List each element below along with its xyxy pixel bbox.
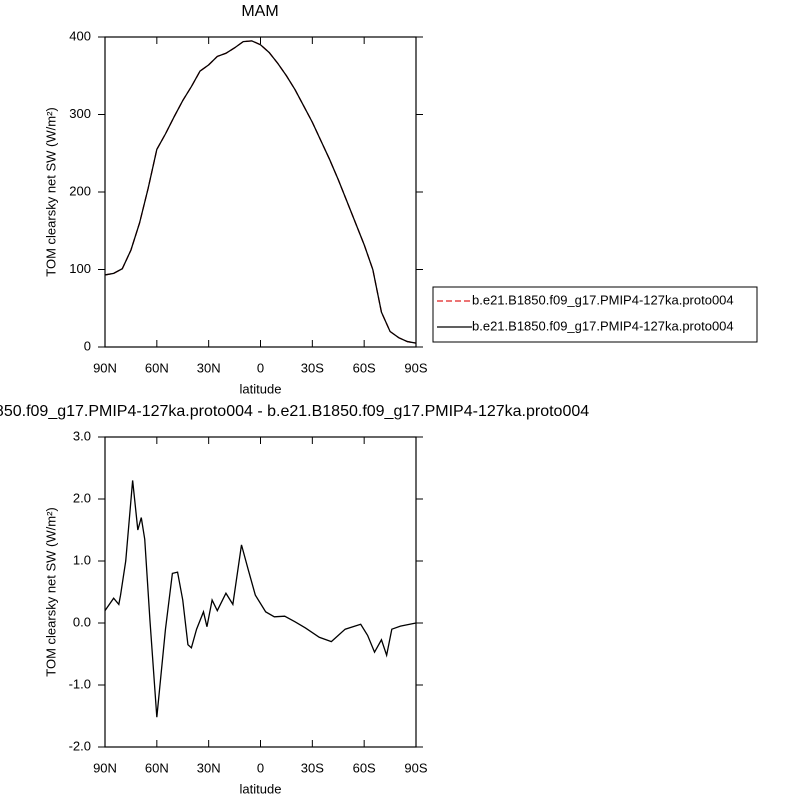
x-tick-label: 30S (301, 760, 324, 775)
y-tick-label: 2.0 (73, 490, 91, 505)
y-tick-label: -2.0 (69, 738, 91, 753)
x-tick-label: 30N (197, 360, 221, 375)
legend-box (432, 286, 758, 343)
data-line (104, 40, 417, 344)
y-tick-label: 0.0 (73, 614, 91, 629)
y-tick-label: 0 (84, 338, 91, 353)
legend-label: b.e21.B1850.f09_g17.PMIP4-127ka.proto004 (472, 318, 734, 333)
x-tick-label: 0 (257, 760, 264, 775)
plot-frame (104, 436, 417, 748)
y-tick-label: 100 (69, 261, 91, 276)
y-axis-label: TOM clearsky net SW (W/m²) (43, 107, 58, 276)
x-axis-label: latitude (240, 381, 282, 396)
x-tick-label: 30N (197, 760, 221, 775)
y-axis-label: TOM clearsky net SW (W/m²) (43, 507, 58, 676)
y-tick-label: 200 (69, 183, 91, 198)
x-tick-label: 90S (404, 760, 427, 775)
chart-title: b.e21.B1850.f09_g17.PMIP4-127ka.proto004… (0, 403, 589, 420)
x-tick-label: 90N (93, 360, 117, 375)
legend-label: b.e21.B1850.f09_g17.PMIP4-127ka.proto004 (472, 292, 734, 307)
chart-title: MAM (241, 3, 278, 20)
x-tick-label: 30S (301, 360, 324, 375)
x-tick-label: 60N (145, 760, 169, 775)
y-tick-label: -1.0 (69, 676, 91, 691)
x-axis-label: latitude (240, 781, 282, 796)
y-tick-label: 3.0 (73, 428, 91, 443)
x-tick-label: 60S (353, 360, 376, 375)
data-line (104, 480, 417, 718)
data-line (104, 40, 417, 344)
x-tick-label: 60N (145, 360, 169, 375)
plot-frame (104, 36, 417, 348)
x-tick-label: 0 (257, 360, 264, 375)
y-tick-label: 400 (69, 28, 91, 43)
x-tick-label: 60S (353, 760, 376, 775)
x-tick-label: 90N (93, 760, 117, 775)
y-tick-label: 1.0 (73, 552, 91, 567)
x-tick-label: 90S (404, 360, 427, 375)
y-tick-label: 300 (69, 106, 91, 121)
